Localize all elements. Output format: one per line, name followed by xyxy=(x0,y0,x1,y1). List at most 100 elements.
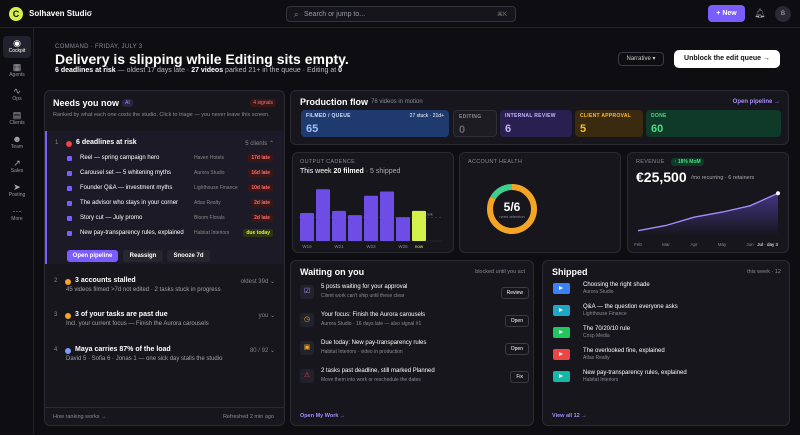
stage-label: CLIENT APPROVAL xyxy=(580,113,632,119)
sidebar-item-cockpit[interactable]: ◉ Cockpit xyxy=(3,36,31,58)
signal-load[interactable]: 4 Maya carries 87% of the load 80 / 92 ⌄… xyxy=(46,344,284,366)
bell-icon[interactable]: 🔔︎ xyxy=(754,8,766,18)
sidebar-item-label: Posting xyxy=(8,192,26,198)
card-label: OUTPUT CADENCE xyxy=(300,159,356,165)
shipped-card: Shipped this week · 12 View all 12 → xyxy=(542,260,790,426)
reassign-button[interactable]: Reassign xyxy=(123,250,163,262)
sidebar-item-agents[interactable]: ▦ Agents xyxy=(3,60,31,82)
snooze-button[interactable]: Snooze 7d xyxy=(167,250,210,262)
shipped-item[interactable]: Q&A — the question everyone asks Lighthou… xyxy=(553,304,783,324)
status-dot xyxy=(65,279,71,285)
late-badge: 16d late xyxy=(248,169,273,177)
waiting-item[interactable]: ☑ 5 posts waiting for your approval Client… xyxy=(300,284,530,310)
stage-editing[interactable]: EDITING 0 xyxy=(453,110,497,137)
deadline-row[interactable]: Founder Q&A — investment myths Lighthouse… xyxy=(67,183,275,195)
signals-badge: 4 signals xyxy=(250,99,276,107)
team-icon: ☻ xyxy=(12,134,22,144)
unblock-edit-queue-button[interactable]: Unblock the edit queue → xyxy=(674,50,780,68)
sidebar-item-sales[interactable]: ↗ Sales xyxy=(3,156,31,178)
revenue-card: REVENUE ↑ 18% MoM €25,500 /mo recurring … xyxy=(627,152,789,253)
waiting-detail: Habitat Interiors · video in production xyxy=(321,349,403,355)
avatar[interactable]: B xyxy=(775,6,791,22)
sidebar-item-label: Sales xyxy=(10,168,24,174)
video-thumbnail xyxy=(553,283,570,294)
sidebar-item-ops[interactable]: ∿ Ops xyxy=(3,84,31,106)
signal-accounts-stalled[interactable]: 2 3 accounts stalled oldest 39d ⌄ 45 vid… xyxy=(46,275,284,297)
waiting-action-button[interactable]: Review xyxy=(500,287,529,299)
ops-icon: ∿ xyxy=(13,86,21,96)
calendar-icon: ▣ xyxy=(300,341,314,355)
sidebar-item-posting[interactable]: ➤ Posting xyxy=(3,180,31,202)
deadline-row[interactable]: Carousel set — 5 whitening myths Aurora S… xyxy=(67,168,275,180)
video-icon xyxy=(67,156,72,161)
cadence-bar xyxy=(396,217,410,241)
stage-count: 5 xyxy=(580,123,587,135)
waiting-title: Due today: New pay-transparency rules xyxy=(321,340,427,346)
waiting-item[interactable]: ▣ Due today: New pay-transparency rules Ha… xyxy=(300,340,530,366)
x-tick-label: May xyxy=(718,242,727,247)
stage-meta: 27 stuck · 21d+ xyxy=(409,113,444,119)
deadline-client: Aurora Studio xyxy=(194,170,225,176)
waiting-item[interactable]: ◷ Your focus: Finish the Aurora carousels… xyxy=(300,312,530,338)
how-ranking-works-link[interactable]: How ranking works → xyxy=(53,414,107,420)
waiting-title: Your focus: Finish the Aurora carousels xyxy=(321,312,426,318)
studio-name[interactable]: Solhaven Studio xyxy=(29,9,92,18)
shipped-title: Choosing the right shade xyxy=(583,282,650,288)
video-icon xyxy=(67,171,72,176)
studio-logo[interactable]: C xyxy=(9,7,23,21)
deadline-row[interactable]: The advisor who stays in your corner Atla… xyxy=(67,198,275,210)
open-my-work-link[interactable]: Open My Work → xyxy=(300,413,346,419)
video-icon xyxy=(67,231,72,236)
warning-icon: ⚠ xyxy=(300,369,314,383)
deadline-client: Atlas Realty xyxy=(194,200,221,206)
posting-icon: ➤ xyxy=(13,182,21,192)
stage-done[interactable]: DONE 60 xyxy=(646,110,781,137)
shipped-title: Q&A — the question everyone asks xyxy=(583,304,678,310)
late-badge: 2d late xyxy=(251,214,273,222)
deadline-client: Haven Hotels xyxy=(194,155,225,161)
ai-badge: AI xyxy=(122,99,133,107)
deadline-client: Habitat Interiors xyxy=(194,230,230,236)
search-input[interactable]: ⌕ Search or jump to... ⌘K xyxy=(286,6,516,22)
cadence-bar xyxy=(332,210,346,241)
x-tick-label: Feb xyxy=(634,242,642,247)
stage-internal-review[interactable]: INTERNAL REVIEW 6 xyxy=(500,110,572,137)
stage-label: EDITING xyxy=(459,114,482,120)
card-label: REVENUE xyxy=(636,159,665,165)
waiting-action-button[interactable]: Fix xyxy=(510,371,529,383)
shipped-client: Atlas Realty xyxy=(583,355,610,361)
deadline-row[interactable]: Reel — spring campaign hero Haven Hotels 1… xyxy=(67,153,275,165)
deadline-row[interactable]: New pay-transparency rules, explained Hab… xyxy=(67,228,275,240)
signal-meta[interactable]: 5 clients ⌃ xyxy=(245,141,274,147)
new-button[interactable]: + New xyxy=(708,5,745,22)
signal-title[interactable]: 6 deadlines at risk xyxy=(76,139,137,146)
chevron-down-icon[interactable]: ▾ xyxy=(89,10,93,16)
deadline-row[interactable]: Story cut — July promo Bloom Florals 2d la… xyxy=(67,213,275,225)
sidebar-item-team[interactable]: ☻ Team xyxy=(3,132,31,154)
shipped-item[interactable]: The overlooked fine, explained Atlas Real… xyxy=(553,348,783,368)
approval-icon: ☑ xyxy=(300,285,314,299)
stage-client-approval[interactable]: CLIENT APPROVAL 5 xyxy=(575,110,643,137)
shipped-item[interactable]: The 70/20/10 rule Crisp Media xyxy=(553,326,783,346)
video-thumbnail xyxy=(553,327,570,338)
view-all-link[interactable]: View all 12 → xyxy=(552,413,587,419)
narrative-dropdown[interactable]: Narrative ▾ xyxy=(618,52,664,66)
signal-detail: David 5 · Sofia 6 · Jonas 1 — one sick d… xyxy=(66,356,223,362)
stage-filmed-queue[interactable]: FILMED / QUEUE 65 27 stuck · 21d+ xyxy=(301,110,449,137)
signal-title: 3 of your tasks are past due xyxy=(75,311,168,318)
late-badge: 2d late xyxy=(251,199,273,207)
sidebar-item-more[interactable]: ⋯ More xyxy=(3,204,31,226)
sidebar-item-clients[interactable]: ▤ Clients xyxy=(3,108,31,130)
waiting-item[interactable]: ⚠ 2 tasks past deadline, still marked Pla… xyxy=(300,368,530,394)
waiting-action-button[interactable]: Open xyxy=(504,343,529,355)
waiting-action-button[interactable]: Open xyxy=(504,315,529,327)
signal-tasks-past-due[interactable]: 3 3 of your tasks are past due you ⌄ Inc… xyxy=(46,309,284,331)
open-pipeline-link[interactable]: Open pipeline → xyxy=(732,99,780,105)
shipped-client: Lighthouse Finance xyxy=(583,311,627,317)
divider xyxy=(45,407,284,408)
shipped-item[interactable]: New pay-transparency rules, explained Hab… xyxy=(553,370,783,390)
open-pipeline-button[interactable]: Open pipeline xyxy=(67,250,118,262)
cadence-bar xyxy=(316,189,330,241)
shipped-item[interactable]: Choosing the right shade Aurora Studio xyxy=(553,282,783,302)
status-dot xyxy=(65,348,71,354)
